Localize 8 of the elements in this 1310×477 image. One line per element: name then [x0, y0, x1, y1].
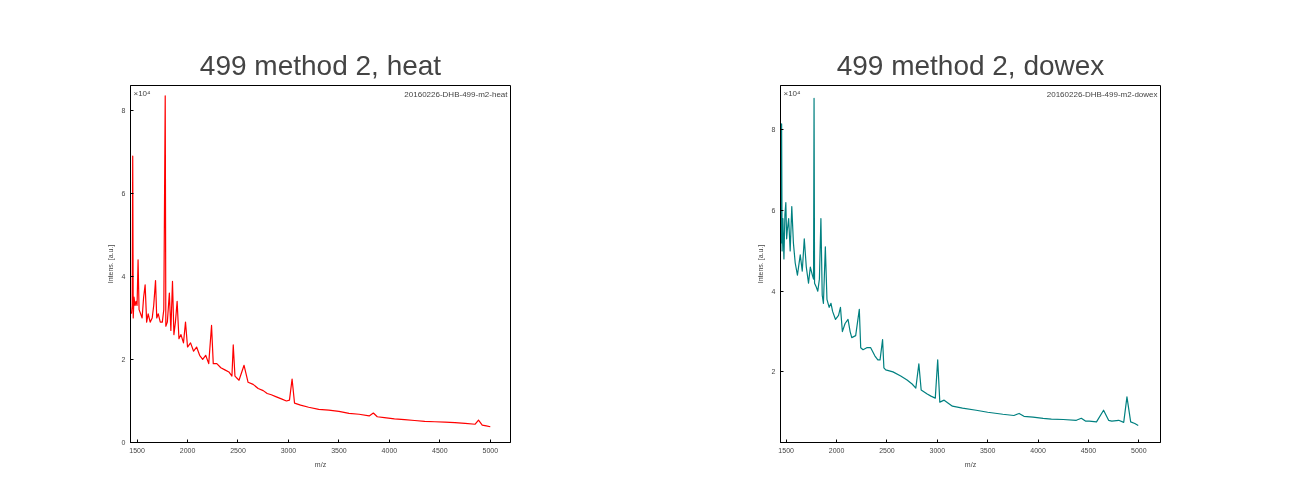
- annotation: 20160226-DHB-499-m2-heat: [404, 89, 509, 99]
- annotation: ×10⁴: [133, 88, 152, 98]
- annotation: ×10⁴: [783, 88, 802, 98]
- chart-title: 499 method 2, dowex: [836, 49, 1105, 81]
- line-series: [130, 95, 491, 428]
- chart-title: 499 method 2, heat: [199, 49, 442, 81]
- line-series: [780, 97, 1139, 427]
- annotation: 20160226-DHB-499-m2-dowex: [1046, 89, 1158, 99]
